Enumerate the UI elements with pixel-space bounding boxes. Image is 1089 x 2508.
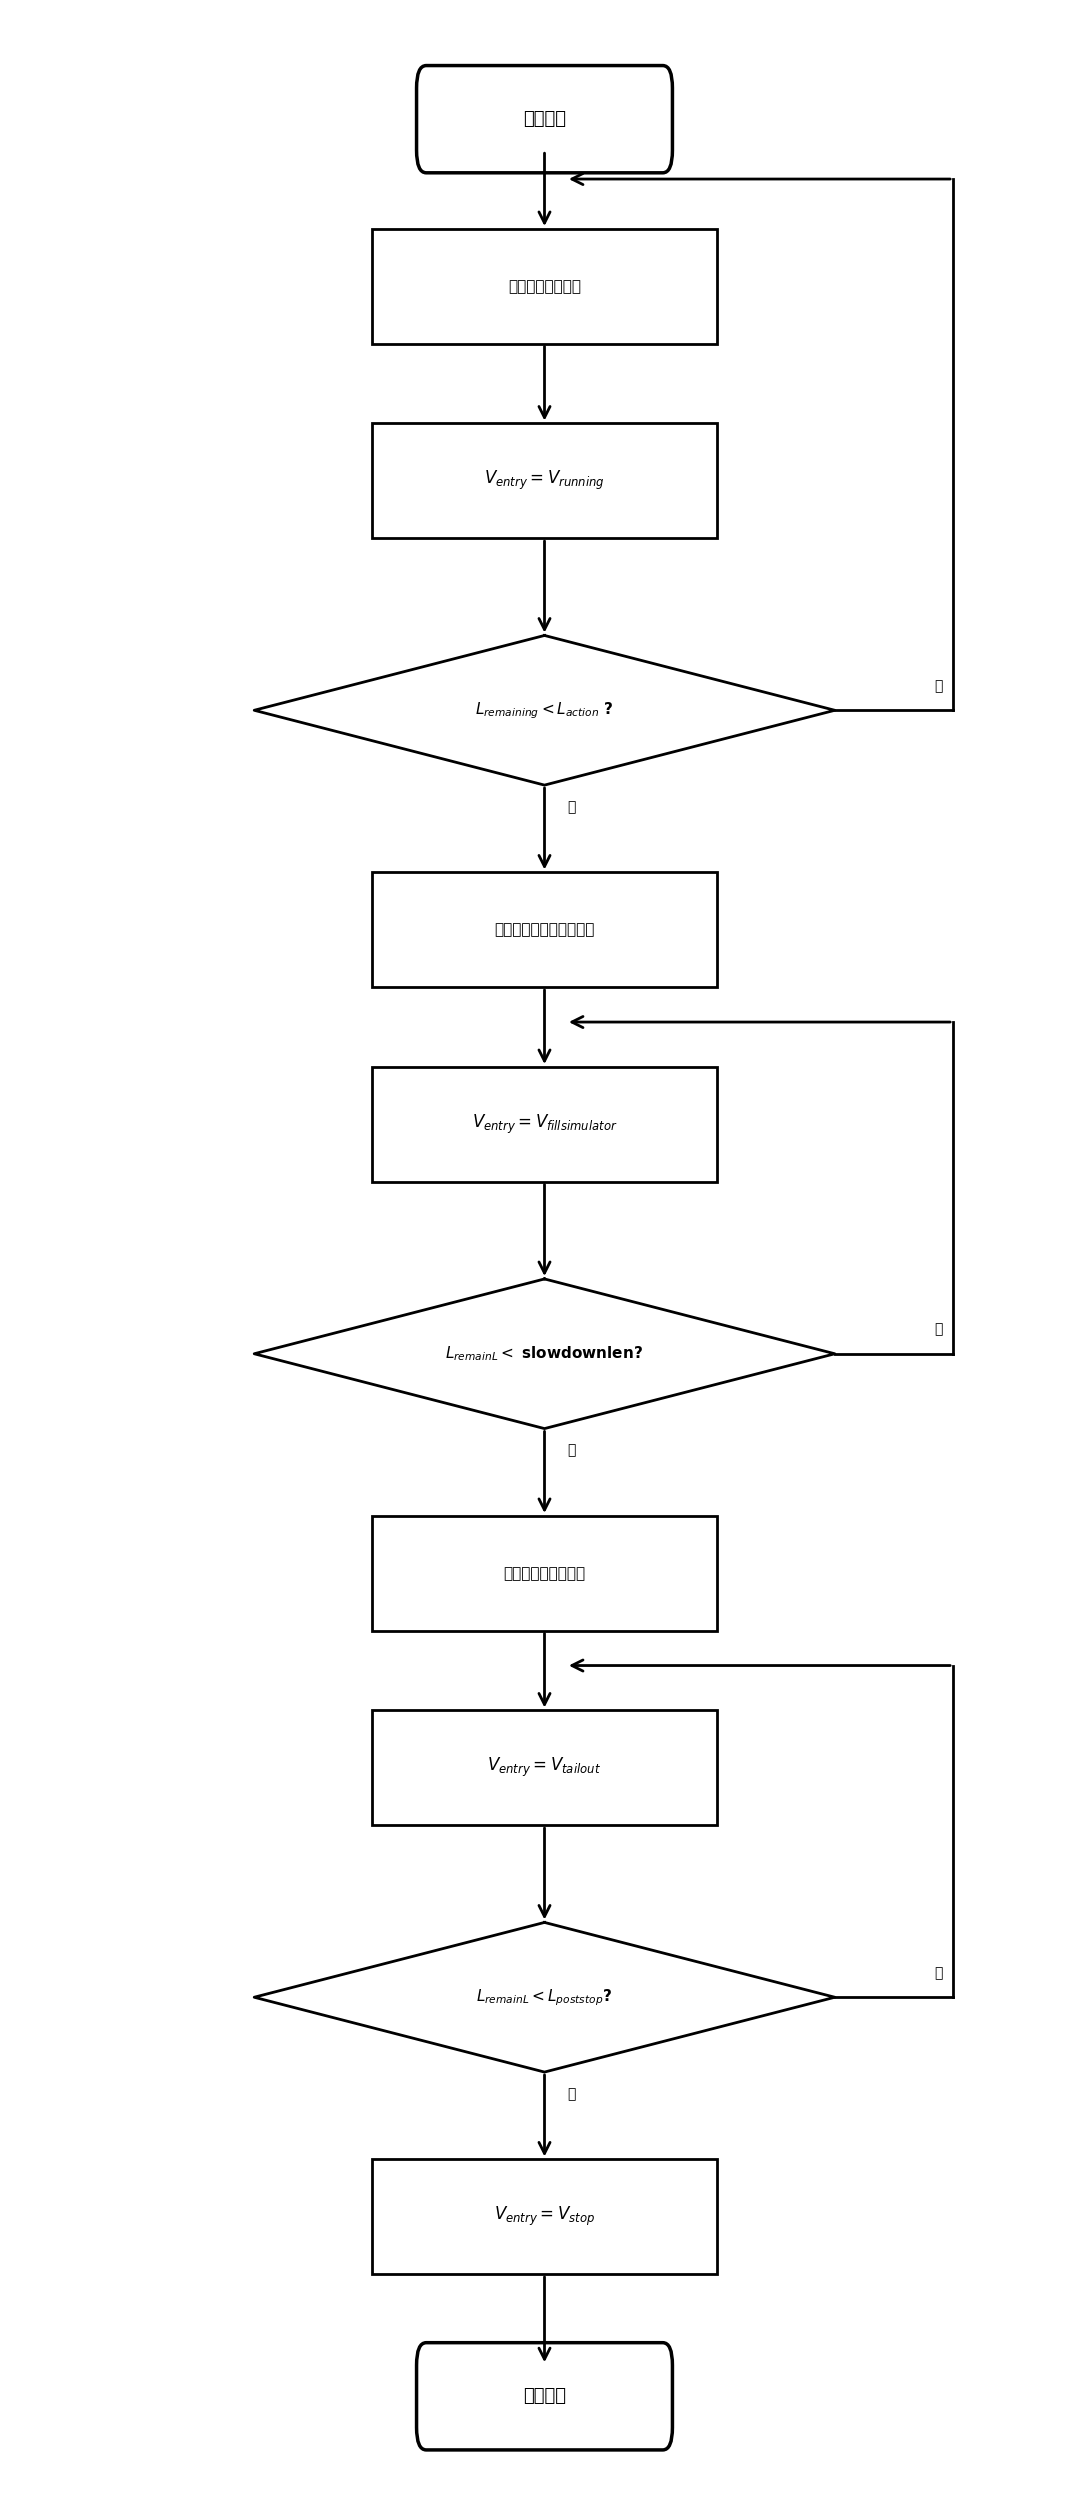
Text: 进入自动运行状态: 进入自动运行状态 [507,278,582,293]
Text: $V_{entry} = V_{stop}$: $V_{entry} = V_{stop}$ [494,2205,595,2227]
Text: $L_{remainL} <$ slowdownlen?: $L_{remainL} <$ slowdownlen? [445,1344,644,1364]
Text: 否: 否 [934,1966,942,1979]
FancyBboxPatch shape [372,2159,717,2275]
Text: 顺控开始: 顺控开始 [523,110,566,128]
Text: 入口段进入降速阶段: 入口段进入降速阶段 [503,1565,586,1580]
Polygon shape [254,635,835,785]
Text: 入口段进入快速充套阶段: 入口段进入快速充套阶段 [494,923,595,938]
Text: 否: 否 [934,1322,942,1337]
Text: $L_{remaining} < L_{action}$ ?: $L_{remaining} < L_{action}$ ? [475,700,614,720]
Text: 是: 是 [567,800,576,815]
FancyBboxPatch shape [372,1515,717,1630]
Text: 顺控结束: 顺控结束 [523,2388,566,2405]
FancyBboxPatch shape [372,1710,717,1826]
FancyBboxPatch shape [372,873,717,988]
Text: $V_{entry} = V_{running}$: $V_{entry} = V_{running}$ [484,469,605,492]
Polygon shape [254,1924,835,2072]
FancyBboxPatch shape [417,65,672,173]
Polygon shape [254,1279,835,1430]
Text: 否: 否 [934,680,942,692]
FancyBboxPatch shape [372,228,717,344]
Text: 是: 是 [567,2087,576,2102]
Text: $V_{entry} = V_{fillsimulator}$: $V_{entry} = V_{fillsimulator}$ [472,1114,617,1136]
FancyBboxPatch shape [372,1066,717,1181]
Text: $L_{remainL} < L_{poststop}$?: $L_{remainL} < L_{poststop}$? [476,1986,613,2006]
Text: 是: 是 [567,1445,576,1457]
Text: $V_{entry} = V_{tailout}$: $V_{entry} = V_{tailout}$ [488,1756,601,1778]
FancyBboxPatch shape [372,424,717,539]
FancyBboxPatch shape [417,2342,672,2450]
